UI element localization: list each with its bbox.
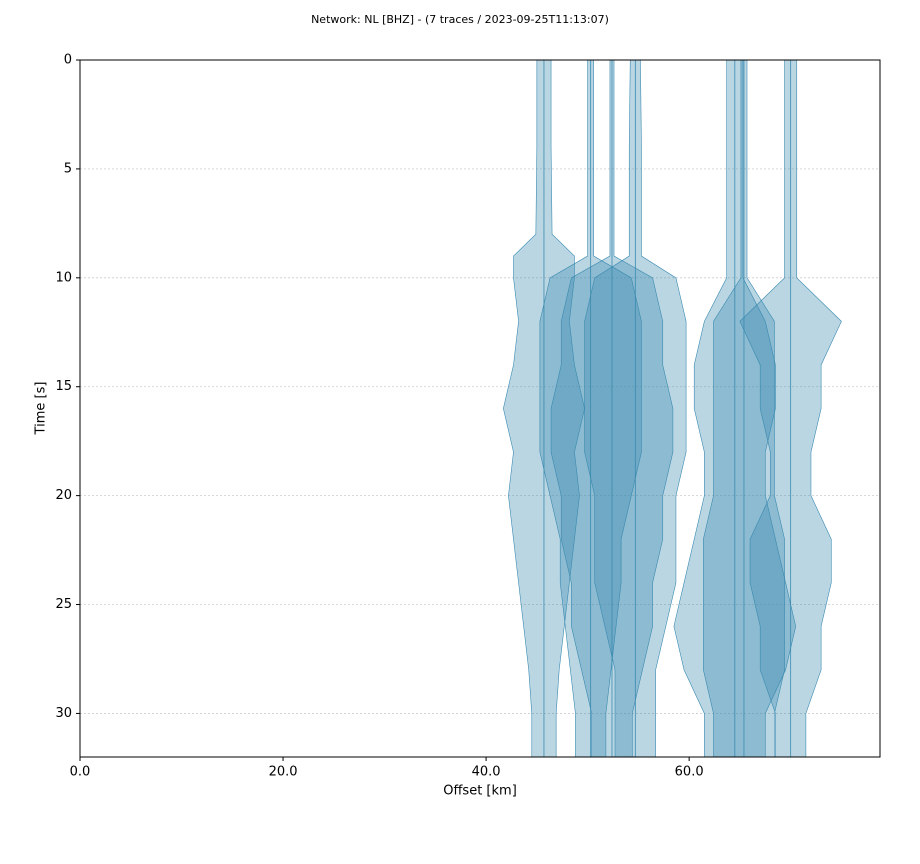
y-tick-label: 25	[55, 597, 72, 612]
x-tick-label: 0.0	[70, 765, 91, 780]
y-tick-label: 20	[55, 488, 72, 503]
x-axis-label: Offset [km]	[443, 784, 517, 799]
y-tick-label: 15	[55, 379, 72, 394]
y-tick-label: 10	[55, 270, 72, 285]
y-axis-label: Time [s]	[34, 382, 49, 436]
x-tick-label: 60.0	[675, 765, 704, 780]
y-tick-label: 5	[64, 161, 72, 176]
x-tick-label: 20.0	[269, 765, 298, 780]
chart-title: Network: NL [BHZ] - (7 traces / 2023-09-…	[311, 13, 609, 26]
x-tick-label: 40.0	[472, 765, 501, 780]
y-tick-label: 0	[64, 53, 72, 68]
plot-frame	[79, 59, 881, 758]
y-tick-label: 30	[55, 706, 72, 721]
